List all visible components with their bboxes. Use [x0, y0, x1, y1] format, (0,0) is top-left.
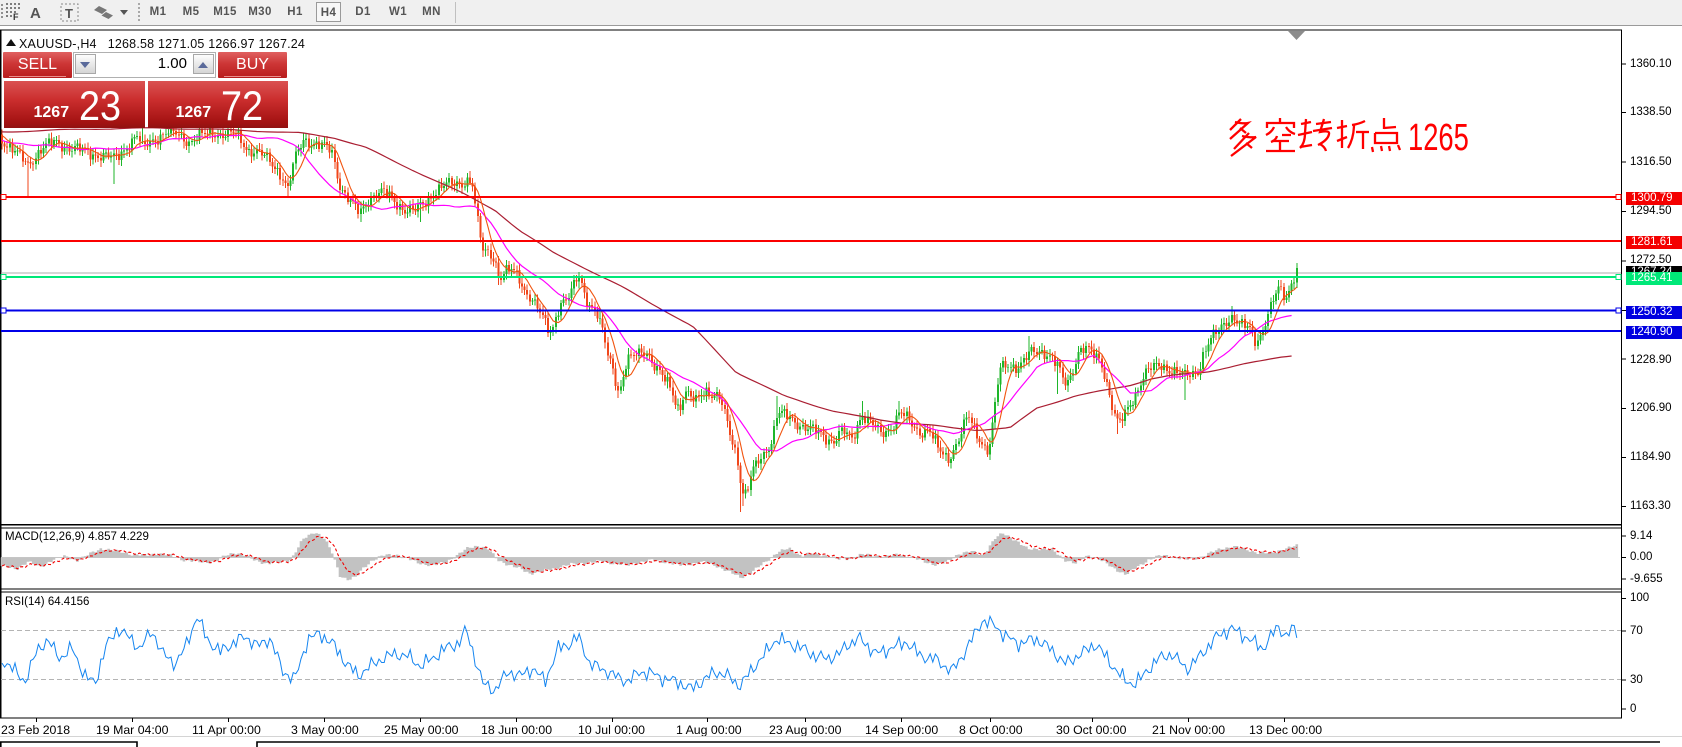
svg-text:T: T	[65, 6, 73, 21]
svg-text:1265: 1265	[1408, 117, 1469, 159]
svg-text:F: F	[13, 12, 19, 22]
svg-text:A: A	[30, 5, 41, 22]
